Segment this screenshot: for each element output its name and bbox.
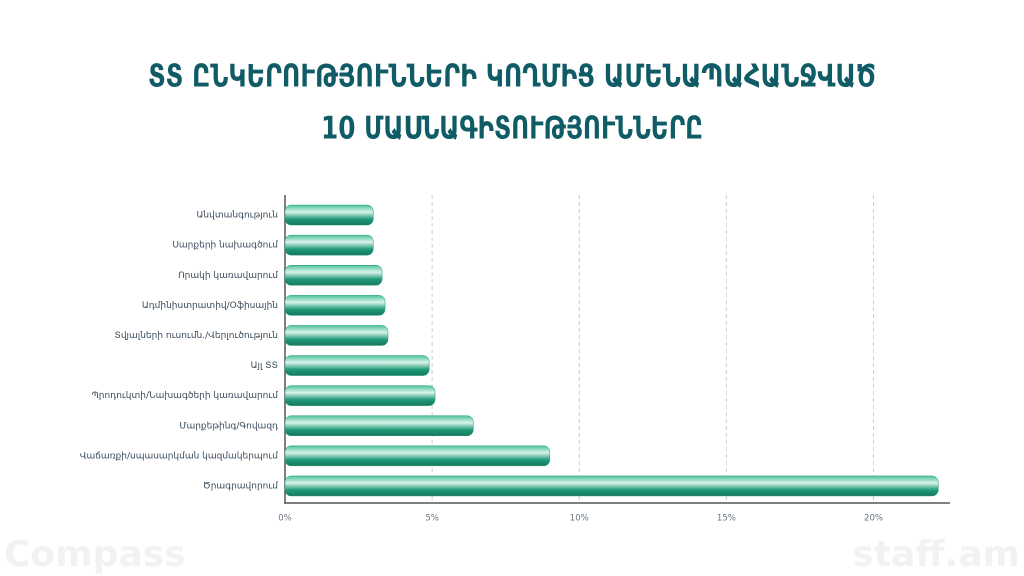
watermark: Compass [4,534,186,575]
chart-title: ՏՏ ԸՆԿԵՐՈՒԹՅՈՒՆՆԵՐԻ ԿՈՂՄԻՑ ԱՄԵՆԱՊԱՀԱՆՋՎԱ… [148,59,876,95]
x-tick-label: 5% [425,514,439,524]
bar [284,415,474,436]
chart-title: 10 ՄԱՍՆԱԳԻՏՈՒԹՅՈՒՆՆԵՐԸ [321,111,703,147]
bar [284,234,374,256]
bar [284,204,374,226]
x-tick-label: 10% [570,514,589,524]
y-tick-label: Վաճառքի/սպասարկման կազմակերպում [80,451,279,461]
bar [284,475,939,497]
y-tick-label: Սարքերի նախագծում [172,241,278,251]
x-tick-label: 15% [717,514,736,524]
y-tick-label: Ծրագրավորում [203,481,278,491]
y-tick-label: Ադմինիստրատիվ/Օֆիսային [142,301,278,311]
bar [284,445,551,467]
bar [284,385,436,406]
y-tick-label: Որակի կառավարում [178,271,278,281]
bar [284,295,386,316]
y-tick-label: Պրոդուկտի/Նախագծերի կառավարում [92,391,279,401]
bar [284,325,389,346]
x-tick-label: 0% [278,514,292,524]
y-tick-label: Տվյալների ուսումն./Վերլուծություն [115,331,279,341]
x-tick-label: 20% [864,514,883,524]
y-tick-label: Անվտանգություն [197,211,278,221]
y-tick-label: Այլ ՏՏ [251,361,278,371]
watermark: staff.am [852,534,1020,575]
bar [284,355,430,376]
y-tick-label: Մարքեթինգ/Գովազդ [179,421,278,431]
bar [284,265,383,286]
